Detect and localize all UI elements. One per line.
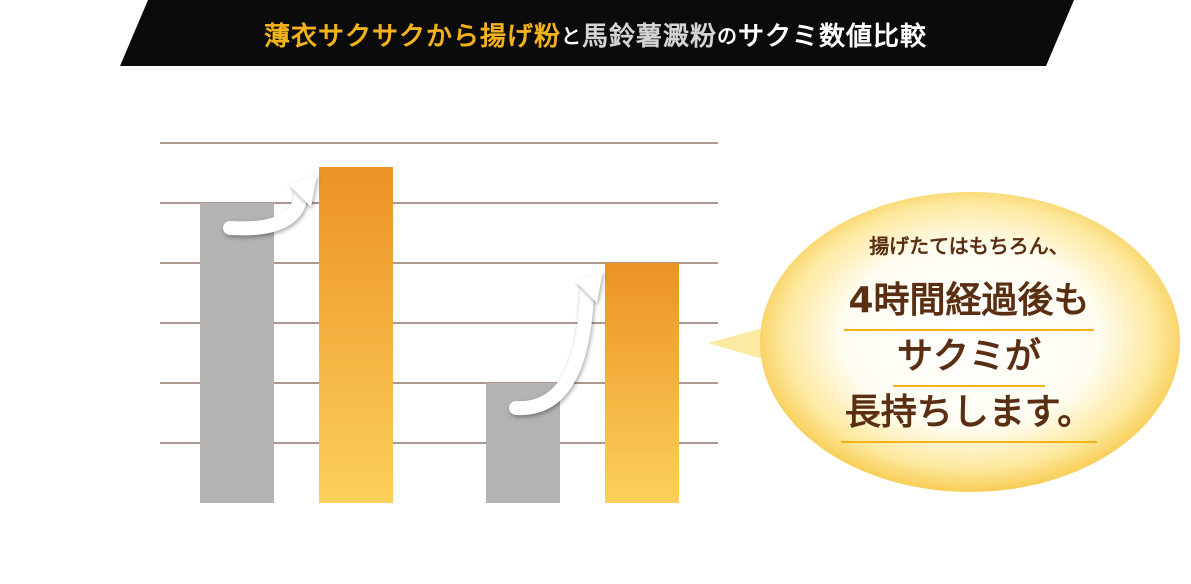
- bar-series-2-group-1: [319, 167, 393, 503]
- growth-arrow-shaft: [509, 284, 594, 416]
- title-particle: の: [717, 23, 738, 48]
- title-comparison-item: 馬鈴薯澱粉: [581, 21, 717, 52]
- growth-arrow-shaft: [223, 188, 308, 236]
- speech-bubble: [708, 192, 1180, 492]
- title-metric: サクミ数値比較: [738, 21, 928, 52]
- title-banner: 薄衣サクサクから揚げ粉 と 馬鈴薯澱粉 の サクミ数値比較: [0, 0, 1191, 68]
- speech-bubble-body: [760, 192, 1180, 492]
- callout-line-3: 長持ちします。: [840, 385, 1098, 443]
- bar-series-1-group-1: [200, 203, 274, 503]
- growth-arrows: [223, 175, 603, 416]
- title-conjunction: と: [560, 23, 582, 48]
- growth-arrow-head: [575, 271, 603, 303]
- speech-bubble-text: 揚げたてはもちろん、 4時間経過後も サクミが 長持ちします。: [800, 222, 1138, 443]
- bar-series-2-group-2: [605, 263, 679, 503]
- callout-line-1: 4時間経過後も: [844, 273, 1094, 331]
- chart-title: 薄衣サクサクから揚げ粉 と 馬鈴薯澱粉 の サクミ数値比較: [0, 0, 1191, 68]
- callout-line-2: サクミが: [892, 329, 1045, 387]
- banner-background: [120, 0, 1074, 66]
- callout-lead: 揚げたてはもちろん、: [869, 234, 1069, 258]
- bars: [200, 167, 679, 503]
- growth-arrow-head: [289, 175, 317, 207]
- title-product-name: 薄衣サクサクから揚げ粉: [263, 21, 561, 52]
